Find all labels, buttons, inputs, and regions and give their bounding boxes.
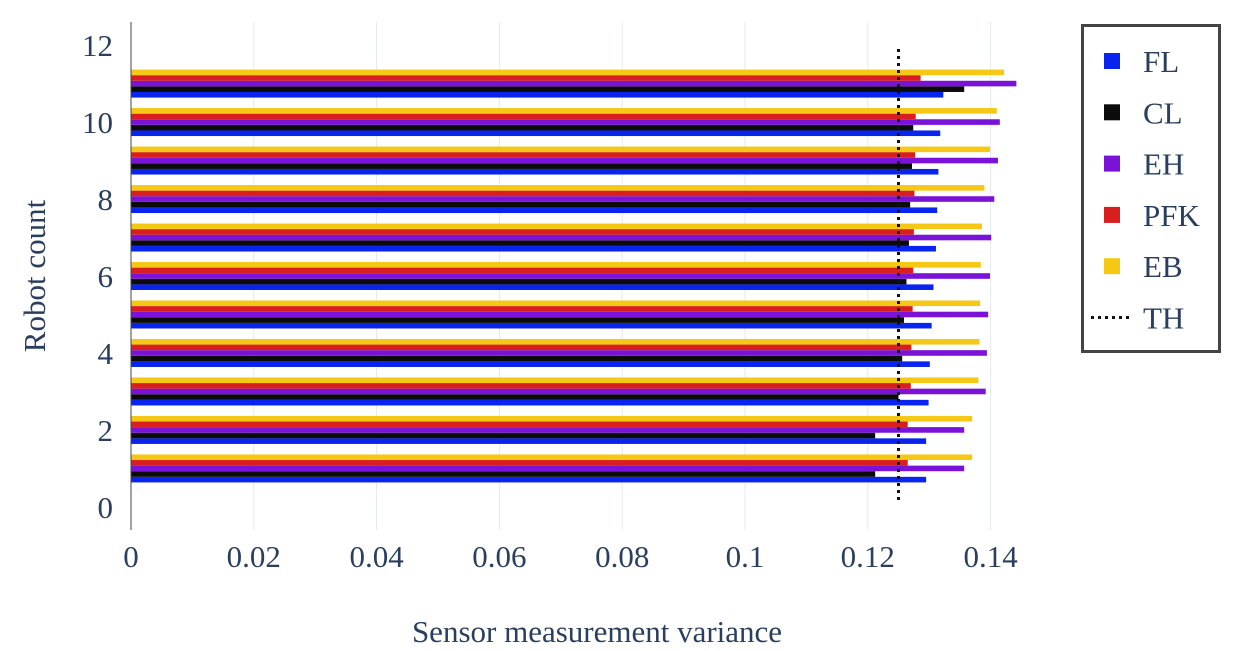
bar-cl-3 bbox=[131, 394, 899, 400]
bar-eh-10 bbox=[131, 119, 1000, 125]
bar-eb-4 bbox=[131, 338, 980, 345]
bar-eh-11 bbox=[131, 80, 1017, 87]
bar-cl-8 bbox=[131, 201, 911, 208]
legend-swatch-eh bbox=[1104, 155, 1120, 172]
bar-fl-11 bbox=[131, 91, 944, 98]
bar-pfk-6 bbox=[131, 267, 914, 274]
x-tick-label: 0.14 bbox=[963, 539, 1018, 574]
x-tick-label: 0.1 bbox=[726, 539, 765, 574]
bar-eh-3 bbox=[131, 388, 986, 395]
bar-fl-1 bbox=[131, 476, 927, 483]
bar-pfk-3 bbox=[131, 383, 911, 389]
bar-pfk-5 bbox=[131, 306, 913, 312]
legend-label-cl: CL bbox=[1143, 95, 1183, 130]
legend-label-th: TH bbox=[1143, 301, 1184, 336]
bar-eh-5 bbox=[131, 311, 989, 318]
y-tick-label: 4 bbox=[98, 336, 114, 371]
legend-swatch-fl bbox=[1104, 53, 1120, 69]
bar-eb-6 bbox=[131, 262, 981, 268]
bar-fl-10 bbox=[131, 130, 941, 137]
bar-cl-2 bbox=[131, 432, 876, 439]
legend-swatch-cl bbox=[1104, 104, 1120, 121]
bar-eb-1 bbox=[131, 454, 973, 461]
bar-eb-5 bbox=[131, 300, 981, 307]
bar-pfk-2 bbox=[131, 421, 908, 428]
x-tick-label: 0.04 bbox=[349, 539, 404, 574]
legend-box bbox=[1081, 24, 1221, 353]
bar-pfk-11 bbox=[131, 75, 921, 81]
bar-eb-2 bbox=[131, 415, 973, 422]
bar-eh-8 bbox=[131, 196, 995, 202]
bar-cl-6 bbox=[131, 278, 907, 285]
bar-fl-2 bbox=[131, 438, 927, 444]
y-tick-label: 8 bbox=[98, 182, 114, 217]
y-tick-label: 0 bbox=[98, 490, 114, 525]
bar-eb-11 bbox=[131, 69, 1005, 76]
x-tick-label: 0.08 bbox=[595, 539, 649, 574]
x-tick-label: 0.02 bbox=[227, 539, 281, 574]
bar-fl-3 bbox=[131, 399, 929, 406]
legend-swatch-eb bbox=[1104, 258, 1120, 275]
bar-fl-4 bbox=[131, 361, 930, 367]
y-axis-title: Robot count bbox=[17, 199, 52, 352]
bar-series bbox=[131, 69, 1017, 483]
bar-fl-5 bbox=[131, 322, 932, 329]
bar-fl-8 bbox=[131, 207, 938, 214]
x-axis-title: Sensor measurement variance bbox=[412, 614, 782, 649]
x-tick-label: 0.06 bbox=[472, 539, 526, 574]
bar-eh-7 bbox=[131, 234, 992, 241]
bar-pfk-7 bbox=[131, 229, 914, 235]
y-tick-label: 2 bbox=[98, 413, 114, 448]
bar-eh-4 bbox=[131, 350, 987, 356]
axes: 0 0.02 0.04 0.06 0.08 0.1 0.12 0.14 0 2 4 6 8 10 12 bbox=[82, 22, 1018, 574]
legend-label-eh: EH bbox=[1143, 147, 1184, 182]
bar-eb-7 bbox=[131, 223, 983, 230]
bar-eb-9 bbox=[131, 146, 990, 153]
x-tick-label: 0.12 bbox=[841, 539, 895, 574]
bar-fl-7 bbox=[131, 245, 936, 252]
bar-eh-2 bbox=[131, 427, 965, 433]
bar-cl-7 bbox=[131, 240, 909, 246]
legend-label-pfk: PFK bbox=[1143, 198, 1200, 233]
bar-pfk-1 bbox=[131, 460, 908, 466]
bar-pfk-9 bbox=[131, 152, 916, 158]
legend-label-eb: EB bbox=[1143, 249, 1183, 284]
legend: FL CL EH PFK EB TH bbox=[1081, 24, 1221, 353]
bar-cl-4 bbox=[131, 355, 903, 362]
legend-label-fl: FL bbox=[1143, 44, 1179, 79]
bar-fl-9 bbox=[131, 168, 939, 175]
bar-eh-9 bbox=[131, 157, 998, 164]
legend-swatch-pfk bbox=[1104, 206, 1120, 223]
bar-eb-8 bbox=[131, 185, 985, 191]
bar-pfk-8 bbox=[131, 190, 915, 197]
bar-cl-5 bbox=[131, 317, 905, 323]
bar-eb-10 bbox=[131, 108, 997, 114]
bar-eh-1 bbox=[131, 465, 965, 472]
bar-eb-3 bbox=[131, 377, 979, 384]
bar-cl-11 bbox=[131, 86, 965, 92]
y-tick-label: 12 bbox=[82, 28, 113, 63]
bar-cl-9 bbox=[131, 163, 913, 169]
y-tick-label: 6 bbox=[98, 259, 114, 294]
bar-cl-1 bbox=[131, 471, 876, 477]
bar-cl-10 bbox=[131, 124, 914, 131]
bar-eh-6 bbox=[131, 273, 990, 279]
bar-pfk-10 bbox=[131, 113, 916, 120]
x-tick-label: 0 bbox=[123, 539, 139, 574]
bar-fl-6 bbox=[131, 284, 934, 290]
y-tick-label: 10 bbox=[82, 105, 113, 140]
bar-pfk-4 bbox=[131, 344, 912, 351]
